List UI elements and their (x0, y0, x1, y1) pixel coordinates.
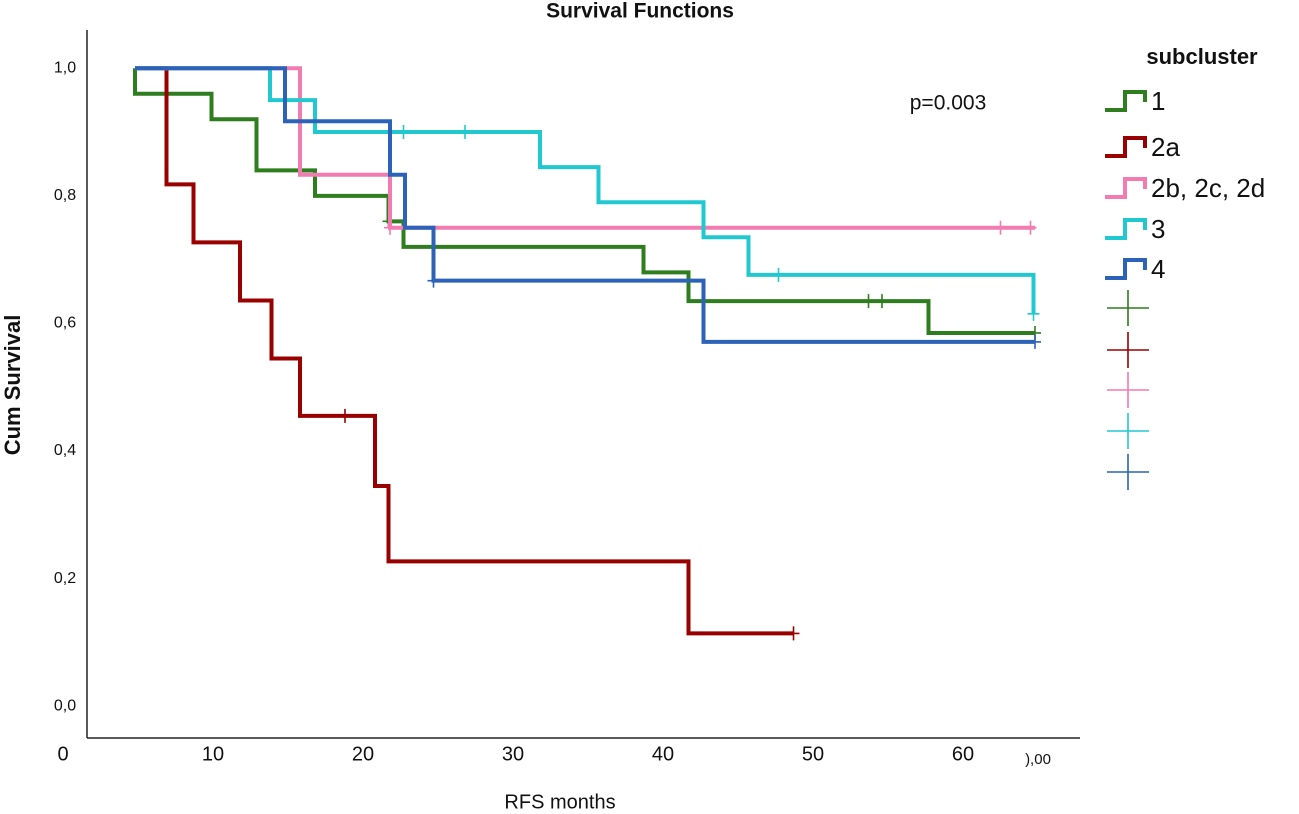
legend-censor-swatch (1107, 290, 1149, 326)
legend-censor-swatch (1107, 332, 1149, 368)
x-tick-label: 0 (57, 743, 68, 765)
x-tick-label: 30 (502, 743, 524, 765)
censor-mark (787, 626, 800, 641)
y-tick-label: 0,8 (54, 187, 76, 204)
survival-curve (135, 66, 794, 636)
legend-swatch (1105, 177, 1147, 199)
x-tick-label: 60 (952, 743, 974, 765)
x-tick-label: 10 (202, 743, 224, 765)
censor-mark (339, 408, 351, 423)
legend-label: 2b, 2c, 2d (1151, 173, 1265, 203)
legend-title: subcluster (1146, 44, 1258, 69)
y-tick-label: 0,0 (54, 697, 76, 714)
censor-mark (1027, 306, 1040, 321)
censor-mark (994, 220, 1007, 235)
y-tick-label: 1,0 (54, 59, 76, 76)
legend-censor-swatch (1107, 372, 1149, 408)
legend-label: 2a (1151, 132, 1180, 162)
legend-swatch (1105, 136, 1147, 158)
survival-curve (133, 68, 1035, 335)
survival-curve (135, 66, 1035, 344)
legend-label: 1 (1151, 86, 1165, 116)
censor-mark (1029, 334, 1041, 349)
legend-censor-swatch (1107, 454, 1149, 490)
x-tick-label: 50 (802, 743, 824, 765)
x-tick-label: 40 (652, 743, 674, 765)
legend-label: 3 (1151, 214, 1165, 244)
y-tick-label: 0,4 (54, 442, 76, 459)
censor-mark (772, 267, 785, 282)
censor-mark (1024, 220, 1037, 235)
x-tick-label: ),00 (1025, 751, 1051, 768)
censor-mark (862, 294, 875, 309)
censor-mark (459, 125, 471, 140)
legend-censor-swatch (1107, 413, 1149, 449)
legend-swatch (1105, 90, 1147, 112)
legend-swatch (1105, 258, 1147, 280)
annotation: p=0.003 (910, 92, 987, 115)
y-tick-label: 0,2 (54, 570, 76, 587)
censor-mark (427, 273, 440, 288)
x-axis-label: RFS months (504, 791, 615, 813)
survival-curve (135, 66, 1036, 314)
y-tick-label: 0,6 (54, 315, 76, 332)
legend-label: 4 (1151, 254, 1165, 284)
chart-title: Survival Functions (546, 0, 734, 23)
censor-mark (397, 125, 410, 140)
legend-swatch (1105, 218, 1147, 240)
censor-mark (876, 294, 888, 309)
x-tick-label: 20 (352, 743, 374, 765)
y-axis-label: Cum Survival (0, 315, 25, 456)
censor-mark (384, 220, 396, 235)
